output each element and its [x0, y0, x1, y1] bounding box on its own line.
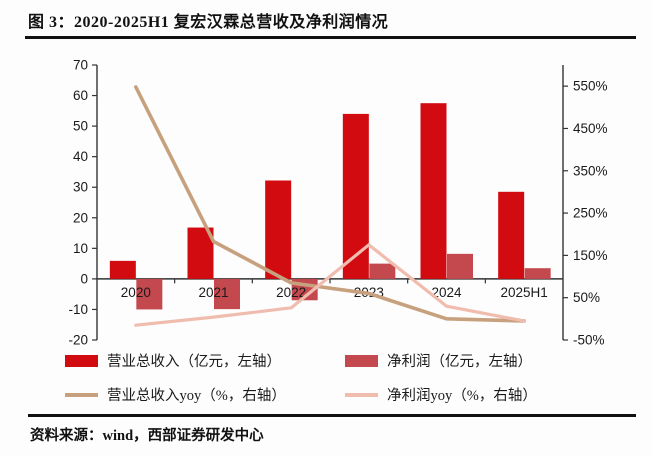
revenue-bar-swatch	[65, 354, 98, 367]
legend-item-revenue: 营业总收入（亿元，左轴）	[65, 350, 281, 371]
zero-axis	[97, 278, 563, 284]
svg-text:2020: 2020	[121, 285, 151, 300]
svg-text:-20: -20	[68, 333, 88, 348]
svg-text:550%: 550%	[573, 79, 608, 94]
svg-text:50: 50	[73, 119, 88, 134]
legend-label-net-profit-yoy: 净利润yoy（%，右轴）	[387, 388, 537, 404]
figure-title: 图 3：2020-2025H1 复宏汉霖总营收及净利润情况	[28, 14, 389, 31]
line-net-profit-yoy	[134, 243, 526, 327]
legend-row-2: 营业总收入yoy（%，右轴） 净利润yoy（%，右轴）	[0, 382, 652, 416]
category-labels: 2020 2021 2022 2023 2024 2025H1	[121, 285, 548, 300]
title-divider	[25, 36, 636, 39]
svg-text:60: 60	[73, 88, 88, 103]
right-axis: 550% 450% 350% 250% 150% 50% -50%	[562, 65, 608, 348]
svg-text:-10: -10	[68, 302, 88, 317]
revenue-yoy-line-swatch	[65, 392, 98, 397]
legend-label-net-profit: 净利润（亿元，左轴）	[387, 354, 532, 370]
svg-text:40: 40	[73, 149, 88, 164]
svg-text:2024: 2024	[431, 285, 462, 300]
svg-text:2021: 2021	[198, 285, 228, 300]
source-note: 资料来源：wind，西部证券研发中心	[30, 428, 264, 444]
net-profit-bar-swatch	[345, 354, 378, 367]
svg-text:2025H1: 2025H1	[501, 285, 548, 300]
svg-text:-50%: -50%	[573, 333, 605, 348]
chart-legend: 营业总收入（亿元，左轴） 净利润（亿元，左轴） 营业总收入yoy（%，右轴） 净…	[0, 348, 652, 416]
svg-text:70: 70	[73, 58, 88, 73]
net-profit-yoy-line-swatch	[345, 392, 378, 397]
legend-item-revenue-yoy: 营业总收入yoy（%，右轴）	[65, 384, 286, 405]
legend-item-net-profit: 净利润（亿元，左轴）	[345, 350, 532, 371]
svg-text:20: 20	[73, 210, 88, 225]
figure-bottom-divider	[28, 414, 636, 417]
svg-text:0: 0	[80, 271, 88, 286]
left-axis: 70 60 50 40 30 20 10 0 -10 -20	[68, 58, 98, 348]
legend-label-revenue-yoy: 营业总收入yoy（%，右轴）	[107, 388, 286, 404]
legend-row-1: 营业总收入（亿元，左轴） 净利润（亿元，左轴）	[0, 348, 652, 382]
svg-text:250%: 250%	[573, 206, 608, 221]
svg-text:30: 30	[73, 180, 88, 195]
svg-text:350%: 350%	[573, 163, 608, 178]
legend-label-revenue: 营业总收入（亿元，左轴）	[107, 354, 281, 370]
legend-item-net-profit-yoy: 净利润yoy（%，右轴）	[345, 384, 537, 405]
svg-text:10: 10	[73, 241, 88, 256]
svg-text:450%: 450%	[573, 121, 608, 136]
svg-text:2022: 2022	[276, 285, 306, 300]
svg-text:50%: 50%	[573, 290, 600, 305]
bars-revenue	[109, 103, 525, 279]
line-revenue-yoy	[134, 85, 526, 323]
svg-text:150%: 150%	[573, 248, 608, 263]
